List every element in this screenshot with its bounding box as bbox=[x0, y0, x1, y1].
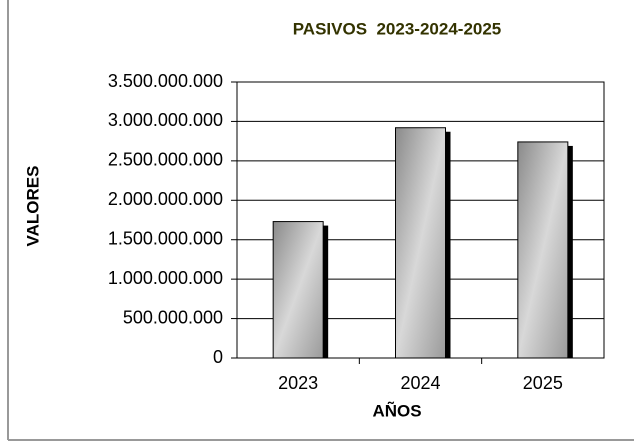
y-tick-label: 3.000.000.000 bbox=[108, 110, 223, 130]
y-tick-label: 1.500.000.000 bbox=[108, 228, 223, 248]
chart-title: PASIVOS 2023-2024-2025 bbox=[293, 19, 502, 38]
y-tick-label: 3.500.000.000 bbox=[108, 71, 223, 91]
y-tick-label: 2.000.000.000 bbox=[108, 189, 223, 209]
y-tick-label: 0 bbox=[213, 347, 223, 367]
x-tick-label: 2024 bbox=[400, 373, 440, 393]
x-tick-label: 2023 bbox=[278, 373, 318, 393]
bar bbox=[517, 141, 569, 359]
bar bbox=[395, 127, 446, 359]
y-tick-label: 500.000.000 bbox=[123, 307, 223, 327]
y-tick-label: 1.000.000.000 bbox=[108, 268, 223, 288]
y-axis-title: VALORES bbox=[23, 166, 42, 247]
y-tick-label: 2.500.000.000 bbox=[108, 150, 223, 170]
bar bbox=[272, 221, 324, 359]
x-axis-title: AÑOS bbox=[372, 400, 421, 420]
x-tick-label: 2025 bbox=[523, 373, 563, 393]
